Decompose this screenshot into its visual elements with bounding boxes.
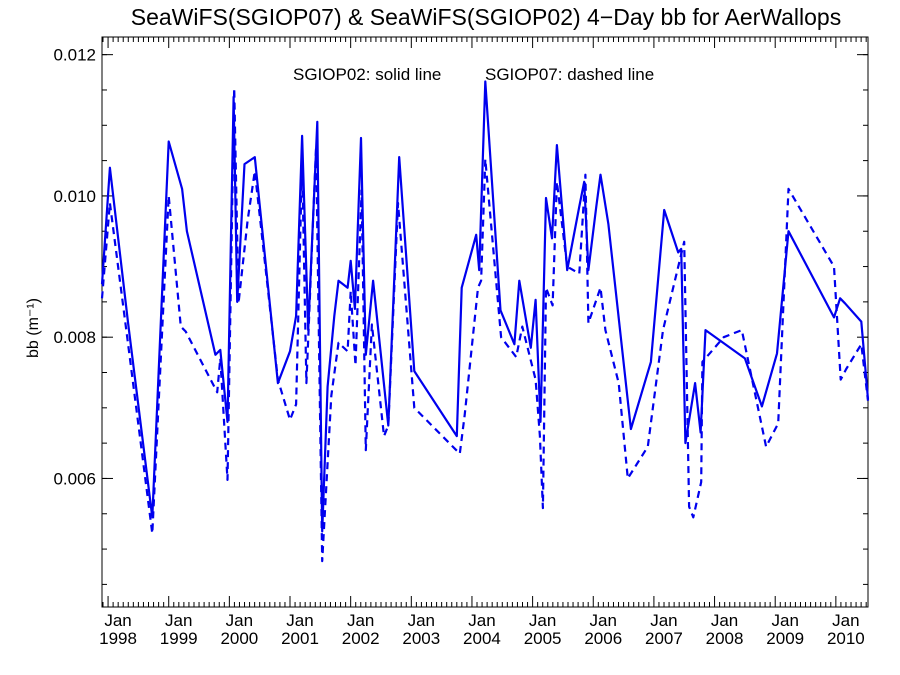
x-tick-month: Jan (286, 611, 313, 630)
x-tick-year: 2000 (220, 629, 258, 648)
x-tick-month: Jan (711, 611, 738, 630)
x-tick-year: 2009 (766, 629, 804, 648)
chart-title: SeaWiFS(SGIOP07) & SeaWiFS(SGIOP02) 4−Da… (131, 4, 841, 30)
x-tick-year: 2004 (463, 629, 501, 648)
x-tick-month: Jan (771, 611, 798, 630)
x-tick-year: 2008 (706, 629, 744, 648)
x-tick-year: 2010 (827, 629, 865, 648)
annotation-solid: SGIOP02: solid line (293, 65, 441, 84)
x-tick-year: 2003 (402, 629, 440, 648)
y-tick-label: 0.006 (53, 469, 96, 488)
x-tick-month: Jan (104, 611, 131, 630)
x-tick-month: Jan (468, 611, 495, 630)
x-tick-month: Jan (650, 611, 677, 630)
x-tick-year: 2002 (342, 629, 380, 648)
x-tick-year: 1998 (99, 629, 137, 648)
series-layer (100, 80, 870, 563)
x-tick-year: 2006 (584, 629, 622, 648)
x-tick-year: 2001 (281, 629, 319, 648)
x-tick-month: Jan (832, 611, 859, 630)
annotation-dashed: SGIOP07: dashed line (485, 65, 654, 84)
x-tick-year: 1999 (160, 629, 198, 648)
x-tick-month: Jan (590, 611, 617, 630)
y-tick-label: 0.008 (53, 328, 96, 347)
plot-frame (101, 36, 869, 608)
y-tick-label: 0.012 (53, 46, 96, 65)
x-tick-month: Jan (529, 611, 556, 630)
x-tick-month: Jan (165, 611, 192, 630)
x-tick-month: Jan (226, 611, 253, 630)
x-tick-month: Jan (347, 611, 374, 630)
axis-ticks: 0.0060.0080.0100.012Jan1998Jan1999Jan200… (53, 37, 868, 648)
y-tick-label: 0.010 (53, 187, 96, 206)
series-sgiop07 (100, 86, 870, 563)
x-tick-year: 2007 (645, 629, 683, 648)
series-line-sgiop02 (100, 80, 870, 533)
series-sgiop02 (100, 80, 870, 533)
x-tick-month: Jan (408, 611, 435, 630)
y-axis-label: bb (m⁻¹) (25, 298, 42, 358)
series-line-sgiop07 (100, 86, 870, 563)
x-tick-year: 2005 (524, 629, 562, 648)
